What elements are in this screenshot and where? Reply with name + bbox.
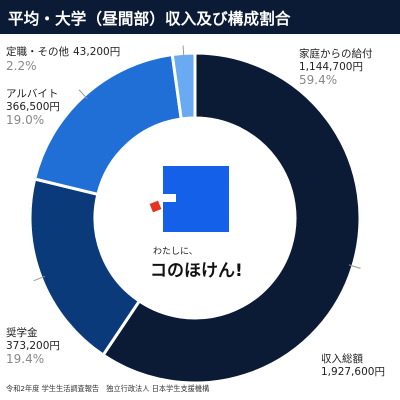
family-support-amount: 1,144,700円 [299, 60, 363, 73]
total-income-label: 収入総額 [321, 353, 363, 365]
label-total-income: 収入総額 1,927,600円 [321, 353, 385, 378]
label-regular-job-other: 定職・その他 43,200円 2.2% [6, 40, 120, 74]
regular-job-other-percent: 2.2% [6, 59, 37, 74]
total-income-amount: 1,927,600円 [321, 365, 385, 378]
leader-family-support [348, 264, 361, 269]
slice-regular-job-other [170, 51, 197, 121]
label-family-support: 家庭からの給付 1,144,700円 59.4% [299, 48, 373, 88]
family-support-percent: 59.4% [299, 73, 338, 88]
leader-regular-job-other [182, 45, 185, 58]
logo-small-text: わたしに、 [153, 247, 198, 257]
slice-family-support [101, 51, 362, 385]
scholarship-amount: 373,200円 [6, 339, 60, 352]
part-time-job-amount: 366,500円 [6, 100, 60, 113]
scholarship-name: 奨学金 [6, 327, 38, 339]
part-time-job-name: アルバイト [6, 88, 59, 100]
logo-big-text: コのほけん! [150, 261, 243, 281]
scholarship-percent: 19.4% [6, 352, 45, 367]
source-note: 令和2年度 学生生活調査報告 独立行政法人 日本学生支援機構 [6, 384, 210, 393]
regular-job-other-amount: 43,200円 [73, 46, 121, 58]
title-bar: 平均・大学（昼間部）収入及び構成割合 [0, 0, 400, 34]
label-scholarship: 奨学金 373,200円 19.4% [6, 327, 60, 367]
chart-title: 平均・大学（昼間部）収入及び構成割合 [8, 10, 291, 28]
label-part-time-job: アルバイト 366,500円 19.0% [6, 88, 60, 128]
part-time-job-percent: 19.0% [6, 113, 45, 128]
logo-notch [163, 194, 176, 202]
leader-scholarship [33, 275, 46, 282]
regular-job-other-name: 定職・その他 [6, 46, 69, 58]
family-support-name: 家庭からの給付 [299, 48, 373, 60]
leader-part-time-job [78, 89, 88, 99]
